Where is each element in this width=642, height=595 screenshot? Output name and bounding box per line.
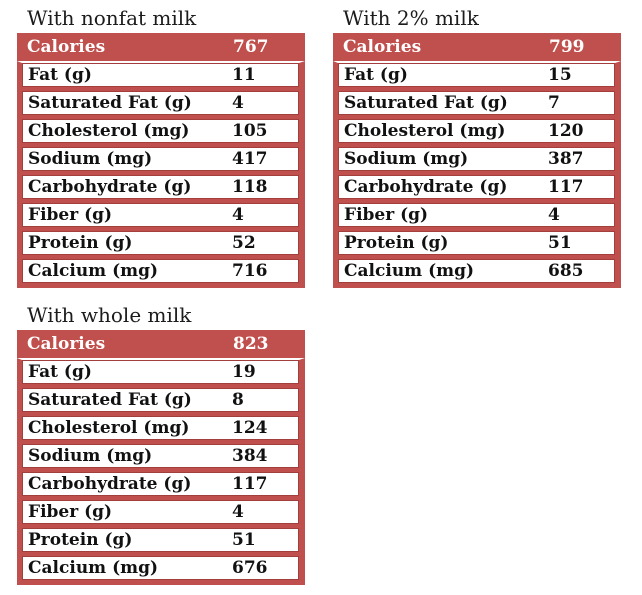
- table-row: Protein (g) 52: [22, 231, 299, 255]
- table-title: With nonfat milk: [27, 6, 197, 30]
- table-row: Carbohydrate (g) 118: [22, 175, 299, 199]
- row-label: Cholesterol (mg): [28, 418, 190, 438]
- row-label: Saturated Fat (g): [28, 93, 192, 113]
- row-value: 117: [548, 177, 584, 197]
- row-value: 7: [548, 93, 560, 113]
- header-value: 799: [549, 37, 585, 57]
- header-label: Calories: [343, 37, 422, 57]
- table-row: Saturated Fat (g) 4: [22, 91, 299, 115]
- row-value: 676: [232, 558, 268, 578]
- nutrition-block-nonfat-milk: With nonfat milk Calories 767 Fat (g) 11…: [17, 5, 305, 288]
- row-value: 685: [548, 261, 584, 281]
- nutrition-block-whole-milk: With whole milk Calories 823 Fat (g) 19 …: [17, 302, 305, 585]
- table-row: Saturated Fat (g) 8: [22, 388, 299, 412]
- row-label: Cholesterol (mg): [28, 121, 190, 141]
- table-row: Fiber (g) 4: [22, 203, 299, 227]
- table-row: Sodium (mg) 417: [22, 147, 299, 171]
- table-header-row: Calories 767: [17, 33, 305, 61]
- row-label: Fat (g): [344, 65, 408, 85]
- row-value: 11: [232, 65, 256, 85]
- row-label: Protein (g): [344, 233, 449, 253]
- nutrition-block-2-percent-milk: With 2% milk Calories 799 Fat (g) 15 Sat…: [333, 5, 621, 288]
- row-value: 118: [232, 177, 268, 197]
- row-label: Carbohydrate (g): [28, 177, 192, 197]
- table-header-row: Calories 823: [17, 330, 305, 358]
- table-row: Fat (g) 15: [338, 63, 615, 87]
- table-row: Calcium (mg) 716: [22, 259, 299, 283]
- table-header-row: Calories 799: [333, 33, 621, 61]
- row-value: 117: [232, 474, 268, 494]
- row-label: Sodium (mg): [28, 149, 153, 169]
- row-label: Calcium (mg): [28, 261, 159, 281]
- row-value: 716: [232, 261, 268, 281]
- row-label: Fiber (g): [28, 205, 113, 225]
- table-row: Protein (g) 51: [338, 231, 615, 255]
- row-value: 120: [548, 121, 584, 141]
- table-body: Fat (g) 19 Saturated Fat (g) 8 Cholester…: [17, 358, 305, 585]
- header-value: 767: [233, 37, 269, 57]
- row-label: Calcium (mg): [28, 558, 159, 578]
- row-label: Sodium (mg): [344, 149, 469, 169]
- row-label: Protein (g): [28, 233, 133, 253]
- row-value: 4: [232, 502, 244, 522]
- table-title: With 2% milk: [343, 6, 479, 30]
- table-row: Sodium (mg) 384: [22, 444, 299, 468]
- table-title: With whole milk: [27, 303, 192, 327]
- row-label: Fiber (g): [344, 205, 429, 225]
- row-label: Fat (g): [28, 65, 92, 85]
- table-row: Cholesterol (mg) 124: [22, 416, 299, 440]
- row-label: Carbohydrate (g): [28, 474, 192, 494]
- row-value: 15: [548, 65, 572, 85]
- header-label: Calories: [27, 37, 106, 57]
- table-body: Fat (g) 15 Saturated Fat (g) 7 Cholester…: [333, 61, 621, 288]
- row-value: 124: [232, 418, 268, 438]
- nutrition-table: Calories 767 Fat (g) 11 Saturated Fat (g…: [17, 33, 305, 288]
- row-value: 387: [548, 149, 584, 169]
- header-label: Calories: [27, 334, 106, 354]
- table-row: Carbohydrate (g) 117: [338, 175, 615, 199]
- table-row: Cholesterol (mg) 105: [22, 119, 299, 143]
- row-label: Calcium (mg): [344, 261, 475, 281]
- table-row: Carbohydrate (g) 117: [22, 472, 299, 496]
- nutrition-table: Calories 799 Fat (g) 15 Saturated Fat (g…: [333, 33, 621, 288]
- row-value: 4: [548, 205, 560, 225]
- table-row: Fiber (g) 4: [338, 203, 615, 227]
- row-value: 19: [232, 362, 256, 382]
- table-row: Fat (g) 11: [22, 63, 299, 87]
- row-value: 52: [232, 233, 256, 253]
- row-label: Fiber (g): [28, 502, 113, 522]
- table-row: Saturated Fat (g) 7: [338, 91, 615, 115]
- table-row: Calcium (mg) 676: [22, 556, 299, 580]
- row-value: 4: [232, 205, 244, 225]
- table-body: Fat (g) 11 Saturated Fat (g) 4 Cholester…: [17, 61, 305, 288]
- row-label: Protein (g): [28, 530, 133, 550]
- row-label: Saturated Fat (g): [344, 93, 508, 113]
- table-row: Cholesterol (mg) 120: [338, 119, 615, 143]
- row-label: Fat (g): [28, 362, 92, 382]
- nutrition-table: Calories 823 Fat (g) 19 Saturated Fat (g…: [17, 330, 305, 585]
- row-value: 105: [232, 121, 268, 141]
- table-row: Fat (g) 19: [22, 360, 299, 384]
- row-value: 51: [548, 233, 572, 253]
- row-value: 8: [232, 390, 244, 410]
- row-label: Sodium (mg): [28, 446, 153, 466]
- row-label: Cholesterol (mg): [344, 121, 506, 141]
- row-label: Saturated Fat (g): [28, 390, 192, 410]
- row-value: 51: [232, 530, 256, 550]
- header-value: 823: [233, 334, 269, 354]
- row-label: Carbohydrate (g): [344, 177, 508, 197]
- table-row: Fiber (g) 4: [22, 500, 299, 524]
- row-value: 4: [232, 93, 244, 113]
- table-row: Sodium (mg) 387: [338, 147, 615, 171]
- table-row: Protein (g) 51: [22, 528, 299, 552]
- row-value: 417: [232, 149, 268, 169]
- row-value: 384: [232, 446, 268, 466]
- table-row: Calcium (mg) 685: [338, 259, 615, 283]
